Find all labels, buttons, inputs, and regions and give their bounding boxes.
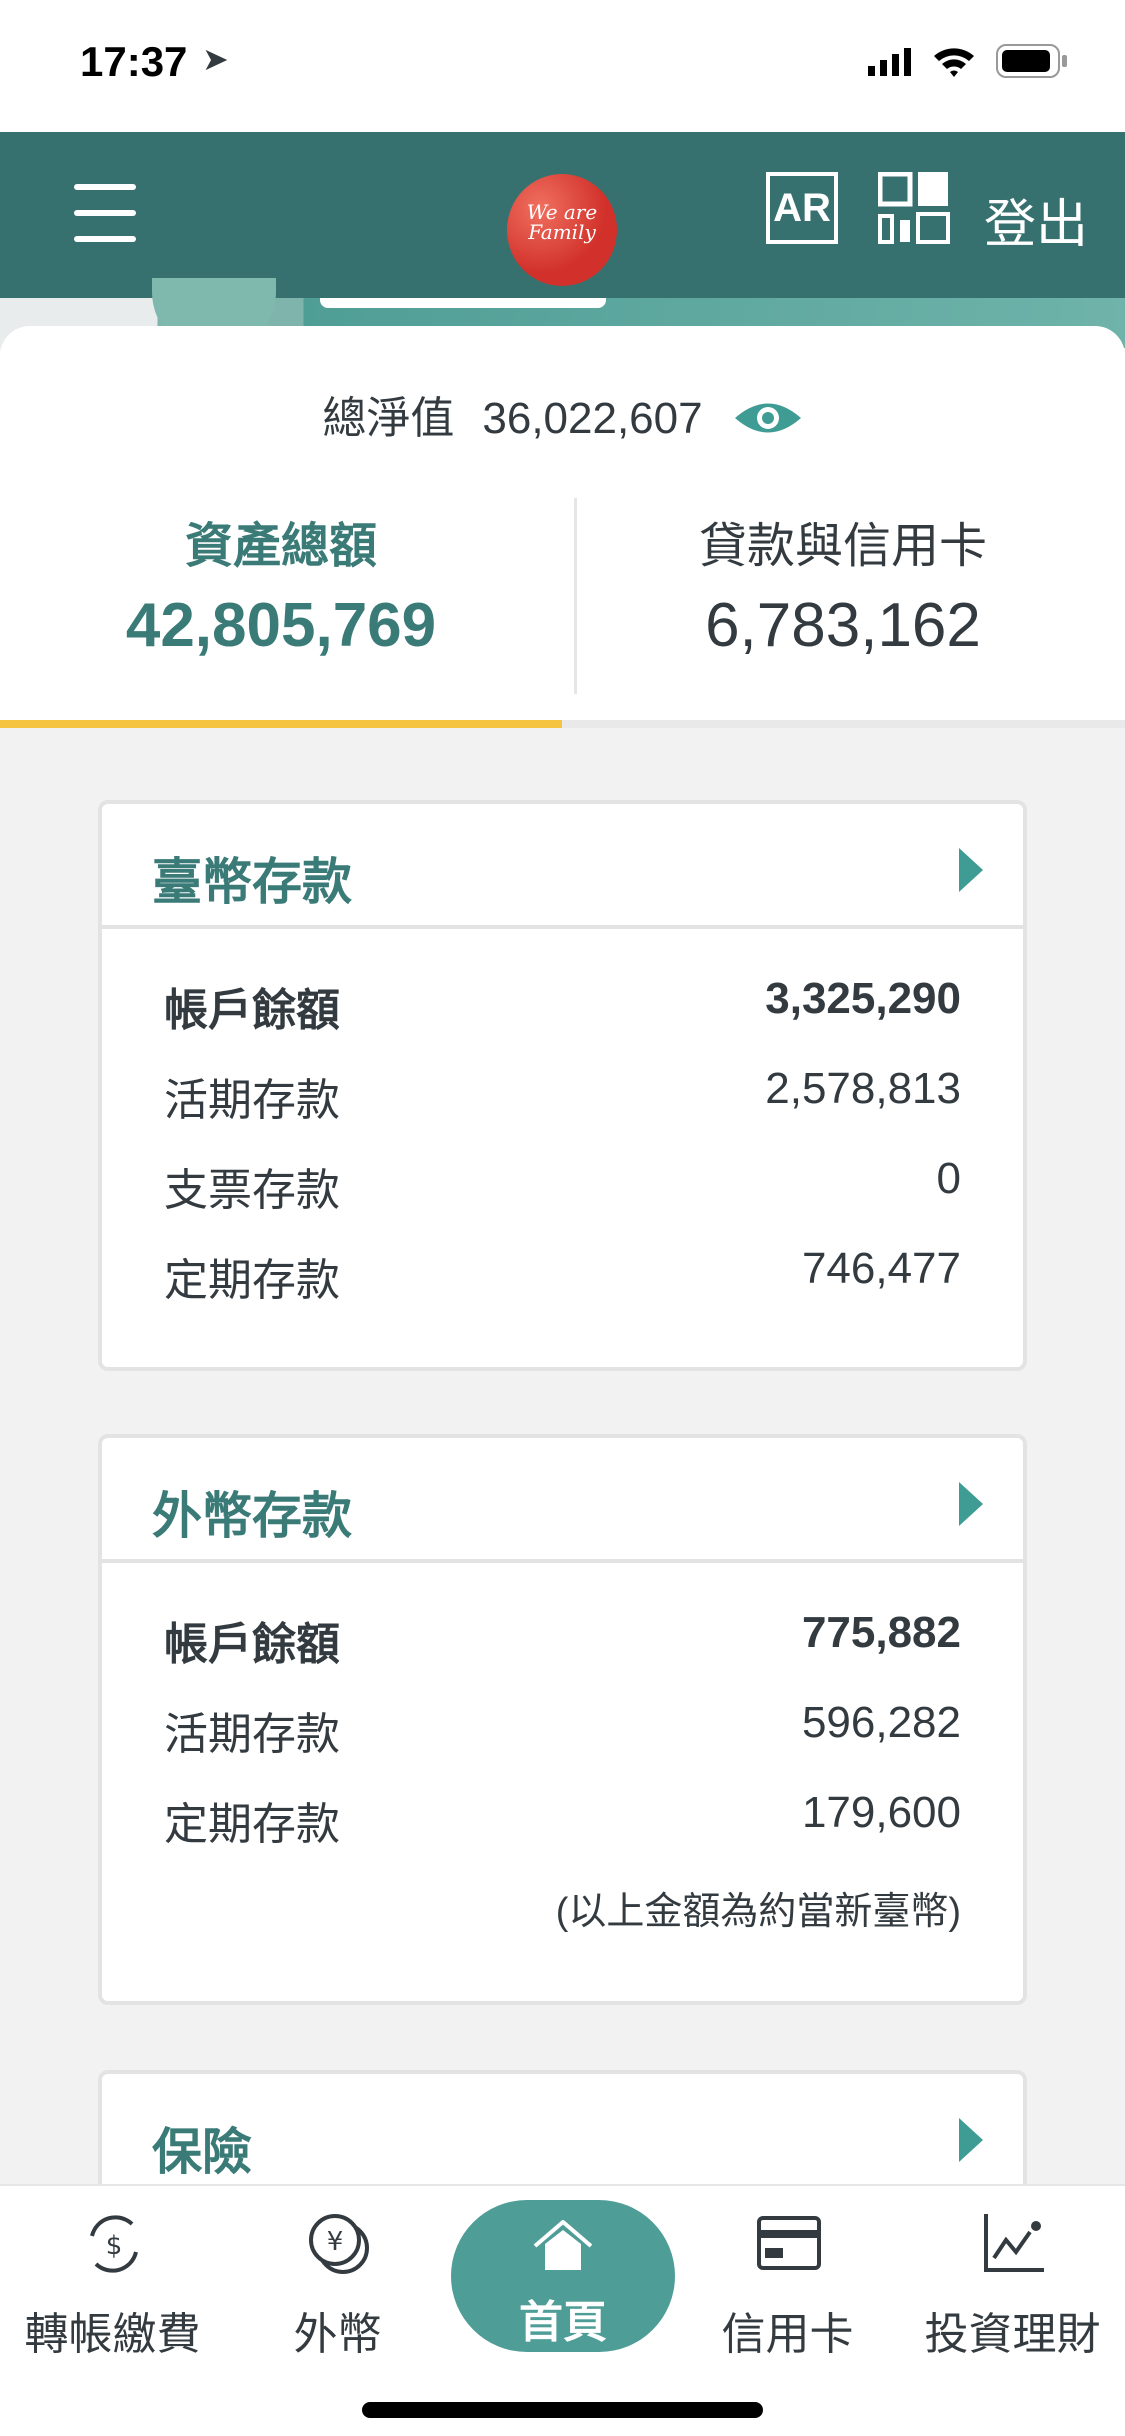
chevron-right-icon[interactable] <box>959 2118 983 2162</box>
nav-credit-card[interactable]: 信用卡 <box>675 2186 900 2386</box>
list-item: 活期存款 596,282 <box>164 1698 961 1760</box>
qr-code-icon[interactable] <box>878 172 950 244</box>
nav-foreign[interactable]: ¥ 外幣 <box>225 2186 450 2386</box>
net-worth: 總淨值 36,022,607 <box>0 382 1125 446</box>
chevron-right-icon[interactable] <box>959 848 983 892</box>
nav-transfer[interactable]: $ 轉帳繳費 <box>0 2186 225 2386</box>
chevron-right-icon[interactable] <box>959 1482 983 1526</box>
status-bar: 17:37 ➤ <box>0 0 1125 132</box>
clock: 17:37 <box>80 38 188 85</box>
tab-indicator <box>0 720 562 728</box>
logout-button[interactable]: 登出 <box>984 195 1089 255</box>
list-item: 支票存款 0 <box>164 1154 961 1216</box>
home-icon <box>533 2220 593 2270</box>
svg-text:¥: ¥ <box>327 2227 344 2257</box>
tab-assets[interactable]: 資產總額 42,805,769 <box>125 518 437 660</box>
list-item: 帳戶餘額 775,882 <box>164 1608 961 1670</box>
credit-card-icon <box>757 2216 821 2270</box>
twd-deposit-header[interactable]: 臺幣存款 <box>102 804 1023 929</box>
insurance-header[interactable]: 保險 <box>102 2074 1023 2199</box>
bottom-nav: $ 轉帳繳費 ¥ 外幣 首頁 信用卡 投資理財 <box>0 2184 1125 2436</box>
list-item: 定期存款 179,600 <box>164 1788 961 1850</box>
tab-divider <box>574 498 577 694</box>
list-item: 定期存款 746,477 <box>164 1244 961 1306</box>
signal-icon <box>868 48 911 76</box>
location-icon: ➤ <box>202 40 229 78</box>
list-item: 帳戶餘額 3,325,290 <box>164 974 961 1036</box>
foreign-deposit-header[interactable]: 外幣存款 <box>102 1438 1023 1563</box>
yen-coin-icon: ¥ <box>309 2214 369 2274</box>
currency-note: (以上金額為約當新臺幣) <box>555 1891 961 1933</box>
app-header: We are Family AR 登出 <box>0 132 1125 298</box>
wifi-icon <box>934 48 974 77</box>
list-item: 活期存款 2,578,813 <box>164 1064 961 1126</box>
summary-panel: 總淨值 36,022,607 資產總額 42,805,769 貸款與信用卡 6,… <box>0 326 1125 728</box>
eye-icon[interactable] <box>733 397 803 439</box>
tab-track <box>0 720 1125 728</box>
ar-button[interactable]: AR <box>766 172 838 244</box>
banner-search-bar[interactable] <box>320 298 606 308</box>
logo: We are Family <box>507 174 617 286</box>
foreign-deposit-card: 外幣存款 帳戶餘額 775,882 活期存款 596,282 定期存款 179,600… <box>98 1434 1027 2005</box>
chart-icon <box>984 2214 1044 2272</box>
nav-investment[interactable]: 投資理財 <box>900 2186 1125 2386</box>
nav-home[interactable]: 首頁 <box>451 2200 675 2352</box>
battery-icon <box>996 44 1067 78</box>
twd-deposit-card: 臺幣存款 帳戶餘額 3,325,290 活期存款 2,578,813 支票存款 0 定… <box>98 800 1027 1371</box>
menu-icon[interactable] <box>74 182 136 244</box>
home-indicator <box>362 2402 763 2418</box>
tab-loans-credit[interactable]: 貸款與信用卡 6,783,162 <box>698 518 987 660</box>
transfer-icon: $ <box>90 2215 138 2273</box>
svg-text:$: $ <box>106 2231 123 2261</box>
